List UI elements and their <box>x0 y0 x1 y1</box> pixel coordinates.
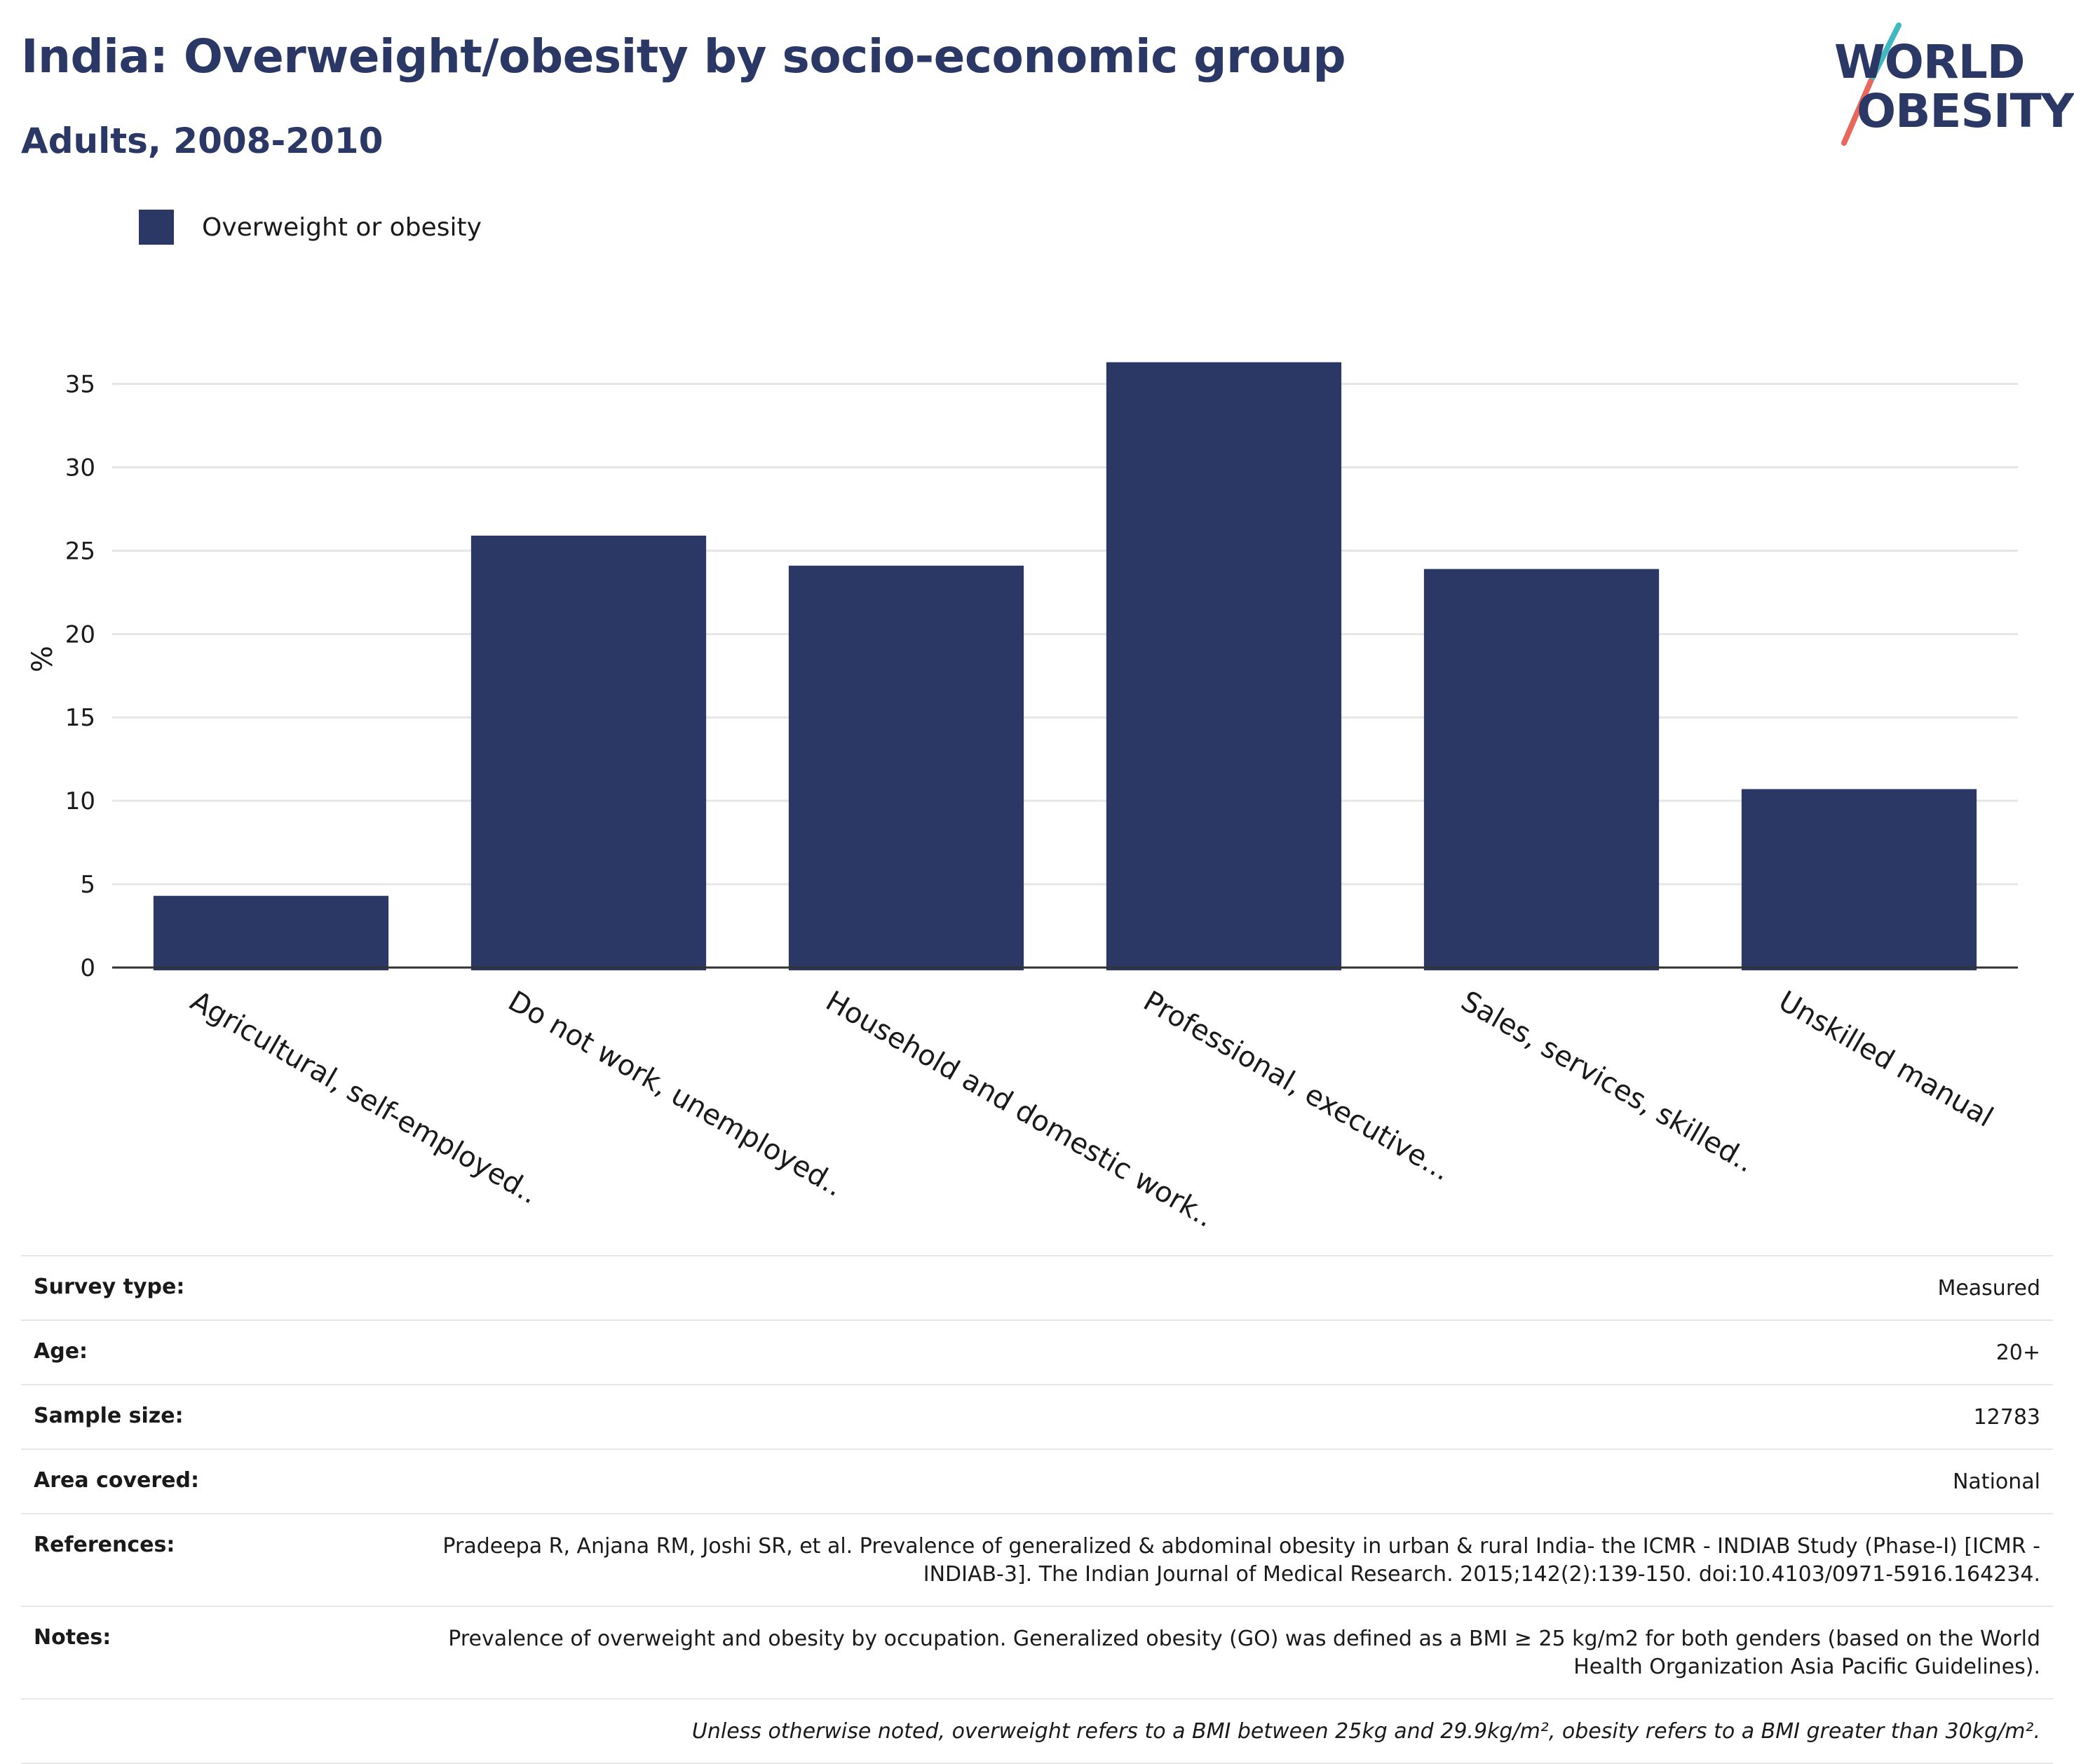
y-tick-label: 10 <box>65 787 95 815</box>
metadata-table: Survey type: Measured Age: 20+ Sample size: 1… <box>21 1255 2053 1764</box>
footnote-row: Unless otherwise noted, overweight refer… <box>21 1698 2053 1764</box>
x-tick-label: Sales, services, skilled.. <box>1456 985 1760 1179</box>
bar <box>470 536 707 970</box>
metadata-value: 20+ <box>1995 1341 2040 1365</box>
y-tick-label: 5 <box>80 871 95 899</box>
metadata-value: Measured <box>1937 1276 2040 1301</box>
chart-title: India: Overweight/obesity by socio-econo… <box>21 29 1346 83</box>
metadata-row: References: Pradeepa R, Anjana RM, Joshi … <box>21 1513 2053 1606</box>
metadata-row: Survey type: Measured <box>21 1255 2053 1319</box>
metadata-row: Area covered: National <box>21 1448 2053 1513</box>
x-tick-label: Unskilled manual <box>1773 985 1998 1134</box>
logo-line-2: OBESITY <box>1857 84 2074 138</box>
footnote: Unless otherwise noted, overweight refer… <box>691 1719 2040 1744</box>
bar <box>1423 569 1660 970</box>
chart-subtitle: Adults, 2008-2010 <box>21 121 384 161</box>
y-tick-label: 25 <box>65 537 95 565</box>
bar-chart: 0 5 10 15 20 25 30 35% Agricultural, self-employ… <box>27 362 2018 1234</box>
logo-slash-icon <box>1841 22 1902 146</box>
y-tick-label: 30 <box>65 454 95 482</box>
metadata-key: Sample size: <box>34 1404 184 1428</box>
y-tick-label: 0 <box>80 954 95 982</box>
logo-line-1: WORLD <box>1834 35 2026 89</box>
metadata-key: Notes: <box>34 1625 111 1650</box>
y-tick-label: 35 <box>65 371 95 399</box>
metadata-value: National <box>1952 1470 2040 1494</box>
metadata-key: Area covered: <box>34 1468 199 1493</box>
x-tick-label: Do not work, unemployed.. <box>503 985 848 1203</box>
bar <box>153 895 389 970</box>
metadata-value: Pradeepa R, Anjana RM, Joshi SR, et al. … <box>442 1534 2040 1587</box>
metadata-value: Prevalence of overweight and obesity by … <box>448 1627 2040 1679</box>
bar <box>1741 789 1977 970</box>
x-tick-label: Agricultural, self-employed.. <box>185 985 543 1211</box>
y-tick-label: 20 <box>65 620 95 649</box>
legend-swatch <box>139 210 174 245</box>
y-tick-label: 15 <box>65 704 95 732</box>
bar <box>1106 362 1342 970</box>
metadata-key: Survey type: <box>34 1275 185 1299</box>
metadata-row: Age: 20+ <box>21 1319 2053 1384</box>
x-tick-label: Professional, executive... <box>1138 985 1456 1188</box>
metadata-key: Age: <box>34 1339 88 1364</box>
y-axis-label: % <box>27 646 59 672</box>
world-obesity-logo: WORLD OBESITY <box>1829 18 2074 151</box>
metadata-key: References: <box>34 1533 175 1557</box>
metadata-value: 12783 <box>1973 1405 2040 1430</box>
metadata-row: Notes: Prevalence of overweight and obesi… <box>21 1606 2053 1698</box>
bar <box>788 565 1024 970</box>
legend-label: Overweight or obesity <box>202 212 482 242</box>
chart-legend: Overweight or obesity <box>139 208 482 247</box>
metadata-row: Sample size: 12783 <box>21 1384 2053 1448</box>
